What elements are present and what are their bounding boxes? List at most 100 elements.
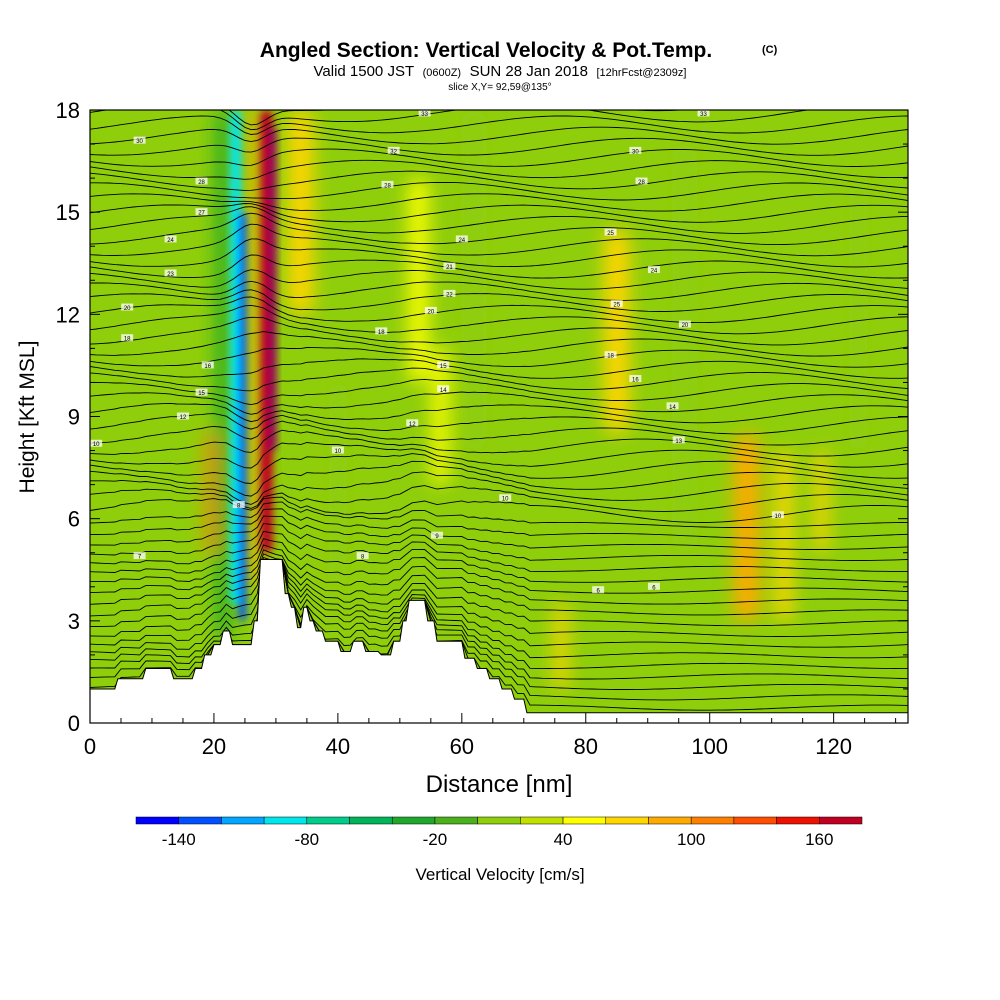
contour-label: 10 [90,439,103,448]
contour-label: 8 [356,552,369,561]
theta-contour-line [90,460,908,497]
chart-title-unit: (C) [762,44,778,56]
theta-contour-line [90,559,908,659]
contour-label-bg [437,361,450,369]
contour-label-text: 23 [167,272,174,278]
chart-subtitle: Valid 1500 JST (0600Z) SUN 28 Jan 2018 [… [314,63,687,80]
contour-label-text: 14 [669,405,676,411]
contour-label-bg [232,501,245,509]
theta-contour-line [90,110,811,131]
colorbar-swatch [605,816,649,825]
contour-label-text: 20 [427,309,434,315]
theta-contour-line [90,115,908,135]
contour-label-text: 6 [652,585,656,591]
contour-label-bg [133,552,146,560]
contour-label: 16 [201,361,214,370]
theta-contour-line [90,378,908,406]
contour-label-bg [201,361,214,369]
colorbar-swatch [733,816,777,825]
contour-label-bg [647,266,660,274]
colorbar-swatch [690,816,735,825]
colorbar-swatch [221,816,265,825]
colorbar-swatch [135,816,179,825]
theta-contour-line [90,289,908,312]
theta-contour-line [90,523,908,561]
y-axis-label: Height [Kft MSL] [16,341,39,494]
contour-label-bg [629,375,642,383]
y-tick-label: 3 [68,609,80,634]
contour-label: 9 [431,531,444,540]
contour-label: 20 [678,320,691,329]
contour-label-bg [424,306,437,314]
colorbar-swatch [391,816,436,825]
contour-label: 20 [424,306,437,315]
contour-label: 14 [666,402,679,411]
contour-label-bg [666,402,679,410]
theta-contour-line [90,358,908,379]
subtitle-date: SUN 28 Jan 2018 [470,63,588,80]
contour-label-text: 12 [180,415,187,421]
contour-label: 12 [406,419,419,428]
colorbar-tick-label: 40 [554,830,573,849]
subtitle-utc: (0600Z) [423,67,462,79]
contour-label: 33 [697,110,710,118]
contour-label: 28 [635,177,648,186]
contour-label-bg [406,419,419,427]
contour-label-bg [164,269,177,277]
contour-label: 30 [133,136,146,145]
contour-label-bg [455,235,468,243]
contour-label-bg [387,146,400,154]
colorbar-swatch [349,816,393,825]
contour-label-text: 10 [502,497,509,503]
contour-label-text: 20 [124,306,131,312]
theta-contour-line [90,212,908,246]
contour-label-bg [164,235,177,243]
contour-label: 6 [592,586,605,595]
velocity-feature [461,110,487,451]
contour-label-bg [431,531,444,539]
contour-label-text: 25 [613,303,620,309]
theta-contour-line [90,126,908,145]
contour-label: 24 [164,235,177,244]
velocity-feature [554,603,568,689]
velocity-feature [604,229,630,434]
theta-contour-line [90,254,908,279]
y-tick-label: 6 [68,507,80,532]
theta-contour-line [90,347,908,368]
contour-label-text: 28 [198,180,205,186]
theta-contour-line [90,316,908,346]
theta-contour-line [90,170,908,191]
x-tick-label: 80 [574,734,598,759]
x-tick-label: 120 [815,734,852,759]
x-tick-label: 60 [450,734,474,759]
x-tick-label: 100 [691,734,728,759]
contour-label: 14 [437,385,450,394]
contour-label: 18 [604,351,617,360]
contour-label: 27 [195,208,208,217]
theta-contour-line [90,453,908,484]
contour-label-text: 6 [596,589,600,595]
theta-contour-line [90,193,908,212]
contour-label-bg [195,177,208,185]
contour-label-text: 10 [93,442,100,448]
colorbar-label: Vertical Velocity [cm/s] [415,865,584,884]
contour-label-bg [381,180,394,188]
theta-contour-line [90,544,908,594]
contour-label-text: 18 [607,354,614,360]
colorbar-tick-label: 100 [677,830,705,849]
contour-label-text: 28 [384,183,391,189]
contour-label-text: 30 [136,139,143,145]
colorbar-swatch [477,816,521,825]
contour-label-bg [592,586,605,594]
contour-label-text: 32 [390,149,397,155]
theta-contour-line [90,485,908,512]
colorbar-swatch [648,816,692,825]
contour-label: 6 [647,582,660,591]
colorbar [135,816,863,825]
contour-label-text: 7 [138,555,142,561]
theta-contour-line [90,402,908,424]
contour-label-bg [629,146,642,154]
contour-label-text: 21 [446,265,453,271]
contour-label: 8 [232,501,245,510]
